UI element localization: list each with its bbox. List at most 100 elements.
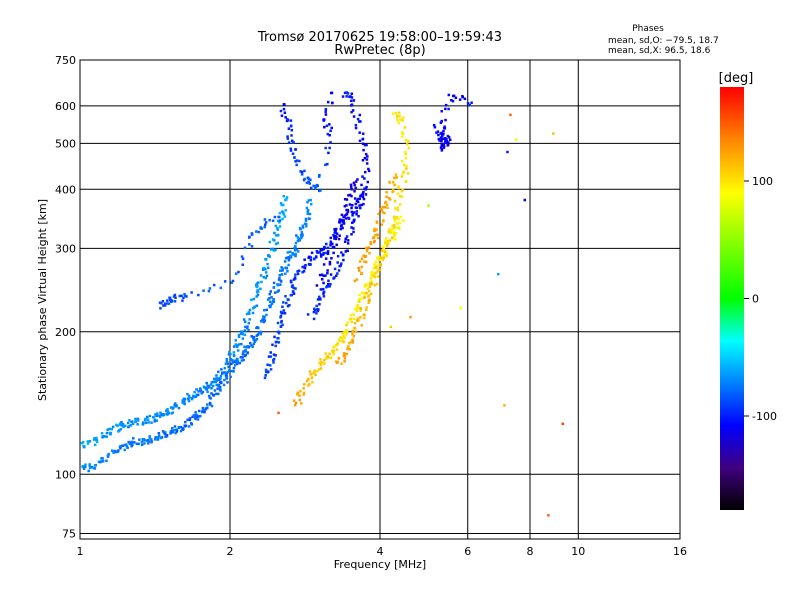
data-point — [283, 215, 287, 218]
data-point — [314, 185, 317, 188]
data-point — [364, 254, 368, 258]
data-point — [277, 278, 281, 281]
data-point — [379, 256, 383, 260]
data-point — [401, 219, 405, 222]
data-point — [161, 412, 165, 416]
data-point — [296, 239, 300, 243]
data-point — [439, 132, 443, 135]
data-point — [197, 415, 200, 418]
data-point — [435, 131, 438, 134]
data-point — [342, 354, 346, 358]
data-point — [344, 250, 348, 253]
data-point — [272, 357, 276, 361]
data-point — [207, 386, 210, 389]
data-point — [127, 440, 130, 444]
data-point — [240, 255, 244, 258]
data-point — [371, 271, 375, 275]
data-point — [296, 272, 300, 276]
data-point — [357, 319, 360, 322]
data-point — [287, 298, 290, 302]
data-point — [294, 241, 298, 245]
data-point — [286, 118, 290, 122]
data-point — [381, 205, 384, 209]
data-point — [225, 357, 229, 361]
data-point — [403, 126, 407, 129]
data-point — [290, 134, 293, 137]
data-point — [319, 288, 323, 291]
data-point — [194, 411, 197, 414]
data-point — [400, 189, 404, 193]
data-point — [445, 138, 448, 141]
data-point — [86, 442, 90, 445]
data-point — [326, 132, 330, 136]
data-point — [247, 328, 250, 332]
data-point — [356, 178, 359, 181]
data-point — [164, 432, 167, 436]
data-point — [396, 192, 400, 196]
data-point — [187, 395, 191, 399]
data-point — [121, 444, 125, 448]
data-point — [183, 399, 186, 402]
x-tick-label: 8 — [527, 545, 534, 558]
data-point — [252, 335, 256, 339]
data-point — [282, 301, 285, 304]
data-point — [376, 267, 380, 271]
data-point — [379, 264, 382, 268]
data-point — [205, 381, 208, 385]
data-point — [552, 132, 555, 135]
data-point — [308, 217, 311, 221]
data-point — [345, 235, 349, 238]
data-point — [355, 278, 359, 281]
data-point — [323, 362, 326, 365]
data-point — [350, 103, 354, 106]
data-point — [343, 214, 347, 217]
data-point — [307, 262, 311, 266]
data-point — [359, 194, 362, 198]
data-point — [443, 137, 447, 140]
data-point — [206, 403, 209, 406]
data-point — [361, 137, 365, 141]
data-point — [370, 280, 373, 283]
data-point — [391, 112, 395, 115]
data-point — [336, 254, 340, 258]
data-point — [342, 222, 346, 225]
data-point — [187, 399, 191, 403]
data-point — [279, 283, 282, 286]
data-point — [281, 323, 284, 327]
data-point — [88, 440, 92, 443]
data-point — [433, 125, 437, 129]
data-point — [283, 260, 287, 263]
data-point — [165, 409, 168, 412]
data-point — [397, 121, 400, 125]
data-point — [256, 290, 260, 293]
data-point — [215, 379, 218, 382]
data-point — [308, 370, 312, 373]
data-point — [364, 152, 368, 156]
data-point — [326, 100, 330, 104]
data-point — [273, 335, 276, 339]
data-point — [318, 361, 321, 365]
data-point — [401, 135, 404, 138]
data-point — [442, 132, 445, 136]
data-point — [84, 463, 87, 466]
data-point — [365, 143, 368, 147]
data-point — [374, 260, 378, 264]
data-point — [286, 137, 290, 140]
data-point — [262, 308, 266, 312]
data-point — [310, 376, 314, 379]
data-point — [262, 316, 265, 320]
data-point — [286, 135, 289, 138]
data-point — [276, 219, 280, 223]
data-point — [231, 359, 234, 362]
data-point — [294, 254, 297, 258]
data-point — [404, 157, 408, 160]
data-point — [260, 330, 263, 334]
data-point — [397, 226, 401, 229]
data-point — [343, 360, 346, 363]
data-point — [269, 290, 273, 293]
data-point — [286, 251, 290, 254]
data-point — [336, 360, 339, 364]
data-point — [353, 307, 357, 311]
data-point — [354, 202, 358, 206]
data-point — [296, 270, 299, 273]
